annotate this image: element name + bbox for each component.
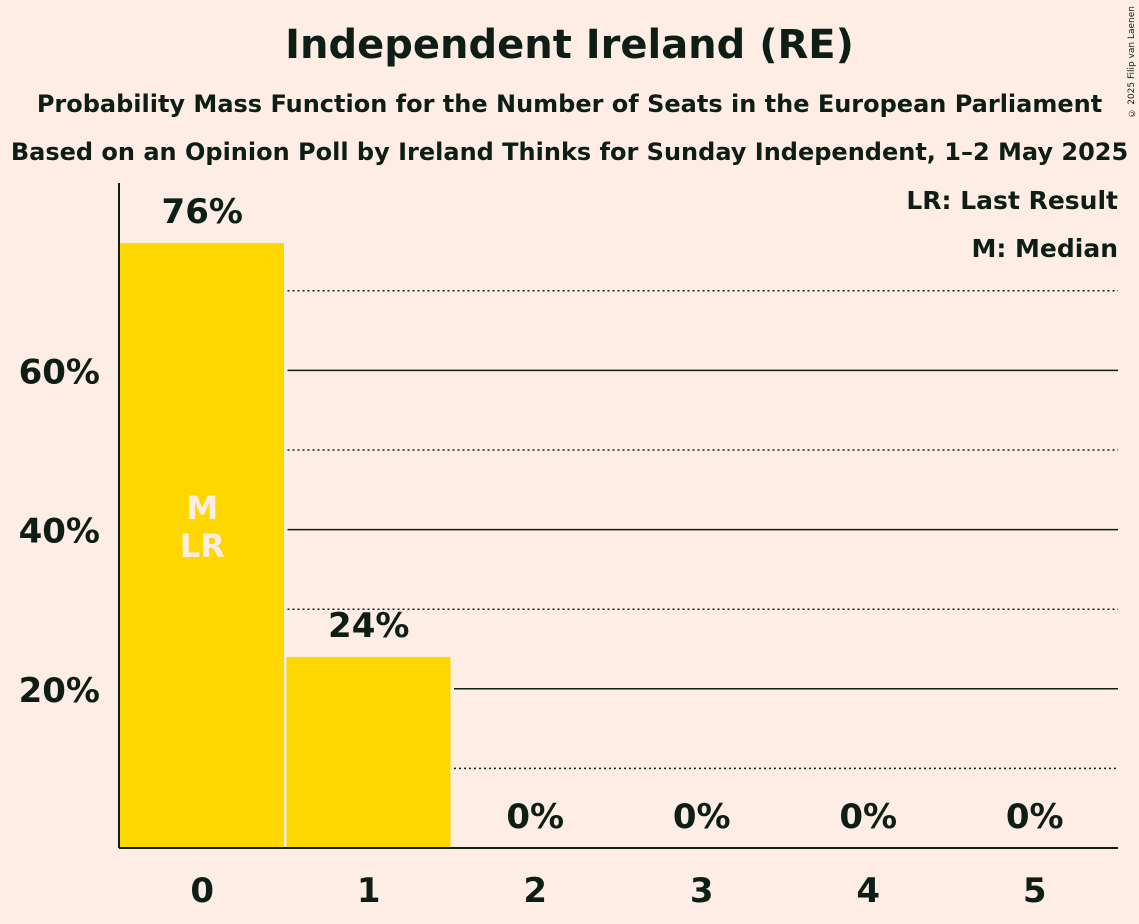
legend-entry: M: Median: [971, 234, 1118, 263]
bar-value-label: 24%: [328, 606, 409, 646]
chart-title: Independent Ireland (RE): [285, 22, 854, 68]
legend-entry: LR: Last Result: [906, 186, 1118, 215]
y-tick-label: 20%: [19, 671, 100, 711]
x-tick-label: 2: [523, 871, 547, 911]
chart-subtitle-line-1: Probability Mass Function for the Number…: [36, 90, 1103, 118]
y-tick-label: 60%: [19, 352, 100, 392]
bar: [286, 656, 451, 848]
bar-value-label: 0%: [673, 797, 731, 837]
bar-annotation-lr: LR: [180, 527, 225, 565]
bar: [120, 243, 284, 849]
x-tick-label: 4: [856, 871, 880, 911]
bar-value-label: 0%: [839, 797, 897, 837]
x-tick-label: 5: [1023, 871, 1047, 911]
x-tick-label: 3: [690, 871, 714, 911]
chart-subtitle-line-2: Based on an Opinion Poll by Ireland Thin…: [10, 138, 1129, 166]
x-tick-label: 0: [190, 871, 214, 911]
x-tick-label: 1: [357, 871, 381, 911]
bar-annotation-m: M: [186, 489, 218, 527]
bar-value-label: 0%: [506, 797, 564, 837]
y-tick-label: 40%: [19, 512, 100, 552]
bar-value-label: 76%: [162, 192, 243, 232]
bar-value-label: 0%: [1006, 797, 1064, 837]
